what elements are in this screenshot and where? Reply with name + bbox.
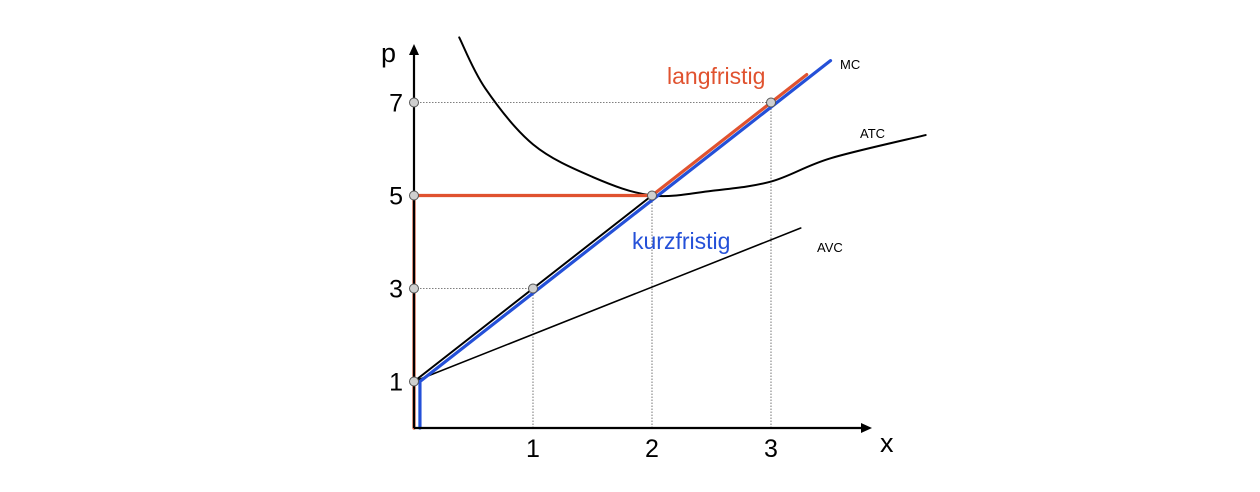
series-label-mc: MC <box>840 57 860 72</box>
x-tick-label: 2 <box>645 435 659 463</box>
series-label-kurzfristig: kurzfristig <box>632 228 730 254</box>
series-label-langfristig: langfristig <box>667 63 765 89</box>
x-tick-label: 3 <box>764 435 778 463</box>
series-label-avc: AVC <box>817 240 843 255</box>
x-axis-arrow-icon <box>861 423 872 433</box>
data-point <box>409 97 419 108</box>
data-point <box>409 376 419 387</box>
y-tick-label: 3 <box>389 276 403 304</box>
x-axis-label: x <box>880 428 894 458</box>
data-point <box>647 190 657 201</box>
series-line-avc <box>413 227 802 383</box>
data-point <box>409 190 419 201</box>
data-point <box>528 283 538 294</box>
data-point <box>766 97 776 108</box>
y-tick-label: 5 <box>389 183 403 211</box>
y-tick-label: 1 <box>389 369 403 397</box>
y-axis-arrow-icon <box>409 44 419 55</box>
data-point <box>409 283 419 294</box>
series-line-kurzfristig <box>418 59 833 430</box>
series-label-atc: ATC <box>860 126 885 141</box>
y-tick-label: 7 <box>389 90 403 118</box>
x-tick-label: 1 <box>526 435 540 463</box>
y-axis-label: p <box>381 38 396 68</box>
series-line-langfristig <box>412 73 809 430</box>
